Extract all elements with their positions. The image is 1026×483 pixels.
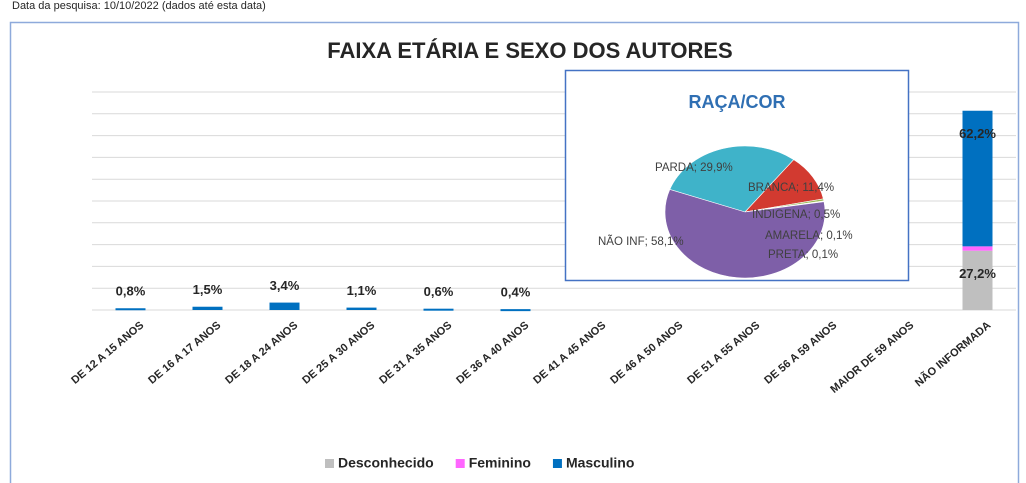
bar: [269, 302, 300, 310]
bar: [962, 250, 993, 310]
legend-label: Desconhecido: [338, 455, 434, 471]
legend-label: Masculino: [566, 455, 634, 471]
legend-swatch: [455, 459, 465, 468]
value-label: 1,1%: [347, 283, 377, 298]
value-label: 1,5%: [193, 282, 223, 297]
value-label: 0,4%: [501, 285, 531, 300]
value-label: 3,4%: [270, 278, 300, 293]
bar: [423, 308, 454, 311]
header: Data da pesquisa: 10/10/2022 (dados até …: [12, 0, 266, 12]
pie-title: RAÇA/COR: [689, 92, 786, 112]
chart-title: FAIXA ETÁRIA E SEXO DOS AUTORES: [327, 38, 732, 63]
legend-label: Feminino: [469, 455, 531, 471]
pie-slice: [669, 145, 795, 213]
pie-label: PRETA; 0,1%: [768, 249, 838, 261]
bar: [192, 306, 223, 310]
bar: [500, 309, 531, 312]
bar: [346, 307, 377, 310]
pie-label: NÃO INF; 58,1%: [598, 235, 684, 248]
pie-slice: [664, 189, 826, 279]
bar: [115, 308, 146, 311]
bar: [962, 110, 993, 247]
pie-label: BRANCA; 11,4%: [748, 182, 834, 194]
value-label: 27,2%: [959, 266, 996, 281]
pie-label: AMARELA; 0,1%: [765, 230, 853, 242]
pie-label: PARDA; 29,9%: [655, 162, 733, 174]
value-label: 0,6%: [424, 284, 454, 299]
legend-swatch: [552, 459, 562, 468]
value-label: 62,2%: [959, 126, 996, 141]
value-label: 0,8%: [116, 284, 146, 299]
pie-label: INDIGENA; 0,5%: [752, 209, 840, 221]
legend-swatch: [325, 459, 334, 468]
bar: [962, 246, 993, 251]
